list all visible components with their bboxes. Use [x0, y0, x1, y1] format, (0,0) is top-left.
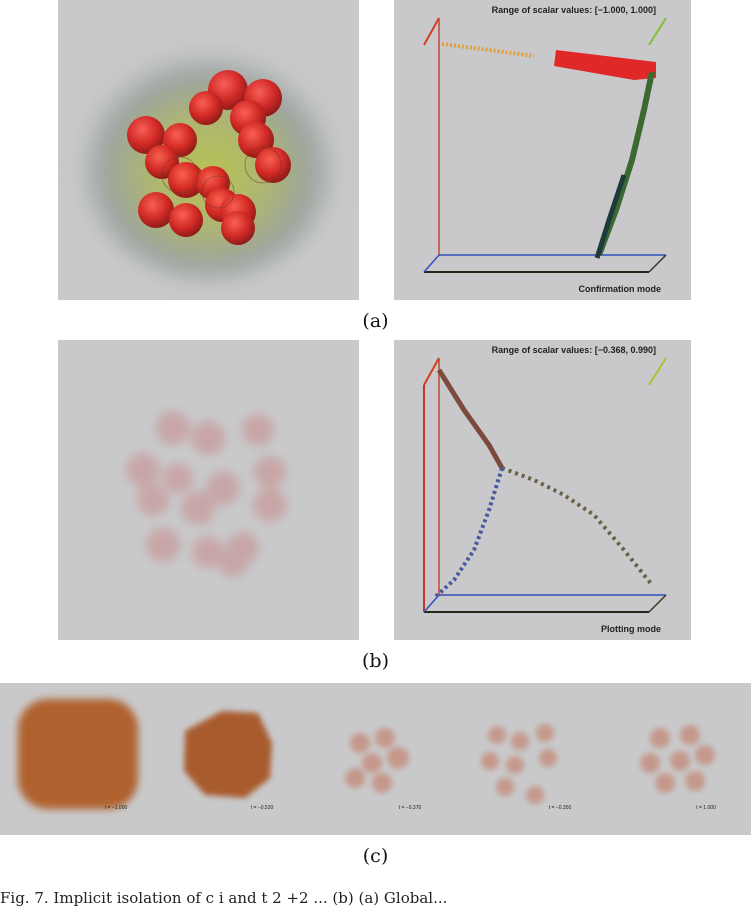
figure-caption-text: Fig. 7. Implicit isolation of c i and t … — [0, 889, 448, 907]
mode-label: Confirmation mode — [578, 284, 662, 294]
mode-label: Plotting mode — [601, 624, 661, 634]
caption-b: (b) — [362, 650, 389, 672]
panel-b-scatter-plot: Range of scalar values: [−0.368, 0.990] … — [394, 340, 691, 640]
time-sequence-illustration — [18, 699, 715, 809]
panel-a-volume-render — [58, 0, 359, 300]
time-label: t = −0.370 — [398, 805, 422, 811]
time-label: t = 1.000 — [696, 805, 716, 811]
range-of-scalar-values-label: Range of scalar values: [−0.368, 0.990] — [491, 345, 656, 355]
range-of-scalar-values-label: Range of scalar values: [−1.000, 1.000] — [491, 5, 656, 15]
time-label: t = −0.350 — [548, 805, 572, 811]
caption-a: (a) — [362, 310, 389, 332]
scatter-3d-box — [423, 17, 667, 273]
panel-a-scatter-plot: Range of scalar values: [−1.000, 1.000] … — [394, 0, 691, 300]
blurred-blobs-illustration — [126, 411, 287, 577]
caption-c: (c) — [362, 845, 389, 867]
time-label: t = −1.000 — [104, 805, 128, 811]
molecule-balls-illustration — [78, 40, 338, 280]
time-label: t = −0.520 — [250, 805, 274, 811]
time-sequence-strip: t = −1.000 t = −0.520 t = −0.370 t = −0.… — [0, 683, 751, 835]
panel-b-volume-render — [58, 340, 359, 640]
scatter-3d-box — [423, 357, 667, 613]
